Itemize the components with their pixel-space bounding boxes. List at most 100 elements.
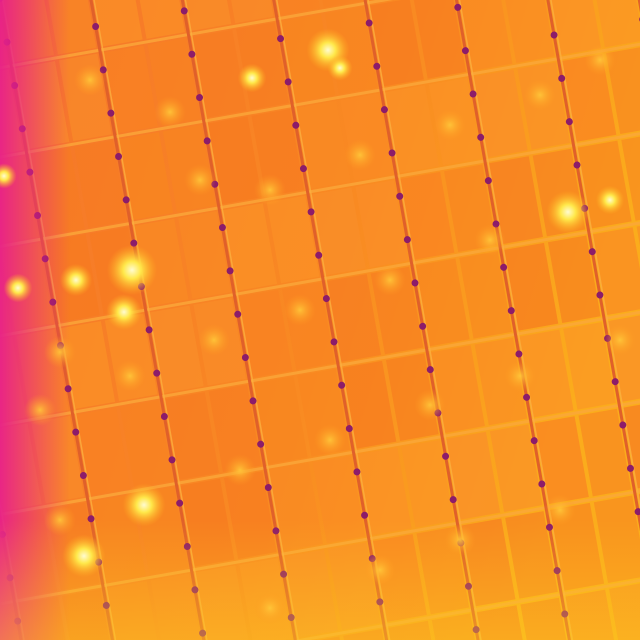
hot-spots (0, 28, 636, 624)
warm-spot (414, 389, 446, 421)
junction-dot (449, 496, 457, 504)
cell (191, 29, 247, 118)
warm-spot (284, 294, 316, 326)
hot-spot (122, 483, 166, 527)
cell (384, 85, 440, 174)
junction-dot (365, 19, 373, 27)
cell (488, 156, 543, 245)
hot-spot (59, 263, 93, 297)
junction-dot (315, 251, 323, 259)
cell (457, 0, 513, 71)
junction-dot (573, 161, 581, 169)
warm-spot (44, 336, 76, 368)
warm-spot (254, 174, 286, 206)
cell (503, 242, 559, 331)
junction-dot (550, 31, 558, 39)
warm-spot (524, 79, 556, 111)
junction-dot (234, 310, 242, 318)
junction-dot (160, 412, 168, 420)
junction-dot (380, 106, 388, 114)
cell (561, 53, 617, 142)
junction-dot (153, 369, 161, 377)
cell (578, 408, 632, 497)
cell (502, 0, 555, 63)
junction-dot (403, 236, 411, 244)
junction-dot (588, 248, 596, 256)
cell (369, 0, 424, 87)
cell (445, 431, 501, 520)
hot-spot (62, 534, 106, 578)
junction-dot (515, 350, 523, 358)
junction-dot (241, 354, 249, 362)
cell (149, 305, 204, 394)
junction-dot (477, 133, 485, 141)
junction-dot (249, 397, 257, 405)
junction-dot (107, 109, 115, 117)
junction-dot (176, 499, 184, 507)
warm-spot (114, 360, 146, 392)
hot-spot (546, 190, 590, 234)
cell (534, 416, 589, 505)
junction-dot (330, 338, 338, 346)
junction-dot (419, 322, 427, 330)
warm-spot (344, 139, 376, 171)
cell (547, 235, 601, 323)
cell (621, 133, 640, 221)
cell (311, 187, 366, 276)
cell (132, 0, 185, 39)
warm-spot (474, 224, 506, 256)
junction-dot (188, 50, 196, 58)
cell (356, 447, 412, 536)
hot-spot (3, 273, 33, 303)
hot-spot (327, 55, 353, 81)
junction-dot (299, 165, 307, 173)
junction-dot (558, 74, 566, 82)
junction-dot (538, 480, 546, 488)
junction-dot (353, 468, 361, 476)
junction-dot (180, 7, 188, 15)
cell (87, 0, 143, 47)
junction-dot (361, 511, 369, 519)
cell (237, 289, 293, 378)
junction-dot (226, 267, 234, 275)
junction-dot (79, 471, 87, 479)
junction-dot (72, 428, 80, 436)
cell (60, 321, 116, 409)
junction-dot (596, 291, 604, 299)
warm-spot (44, 504, 76, 536)
junction-dot (411, 279, 419, 287)
seam-line (156, 0, 328, 640)
junction-dot (168, 456, 176, 464)
junction-dot (122, 196, 130, 204)
hot-spot (595, 185, 625, 215)
warm-spot (224, 454, 256, 486)
junction-dot (203, 137, 211, 145)
junction-dot (611, 378, 619, 386)
cell (473, 69, 528, 158)
junction-dot (373, 62, 381, 70)
junction-dot (218, 224, 226, 232)
cell (413, 0, 467, 79)
junction-dot (442, 452, 450, 460)
hot-spot (106, 294, 142, 330)
cell (220, 0, 274, 24)
cell (178, 211, 231, 299)
junction-dot (322, 295, 330, 303)
cell (75, 407, 131, 496)
junction-dot (388, 149, 396, 157)
junction-dot (307, 208, 315, 216)
junction-dot (338, 381, 346, 389)
seam-highlight (71, 0, 242, 640)
junction-dot (523, 393, 531, 401)
junction-dot (196, 94, 204, 102)
cell (326, 274, 381, 363)
cell (251, 109, 305, 197)
cell (266, 195, 320, 284)
cell (103, 45, 158, 134)
warm-spot (364, 554, 396, 586)
junction-dot (461, 47, 469, 55)
junction-dot (396, 192, 404, 200)
junction-dot (115, 152, 123, 160)
